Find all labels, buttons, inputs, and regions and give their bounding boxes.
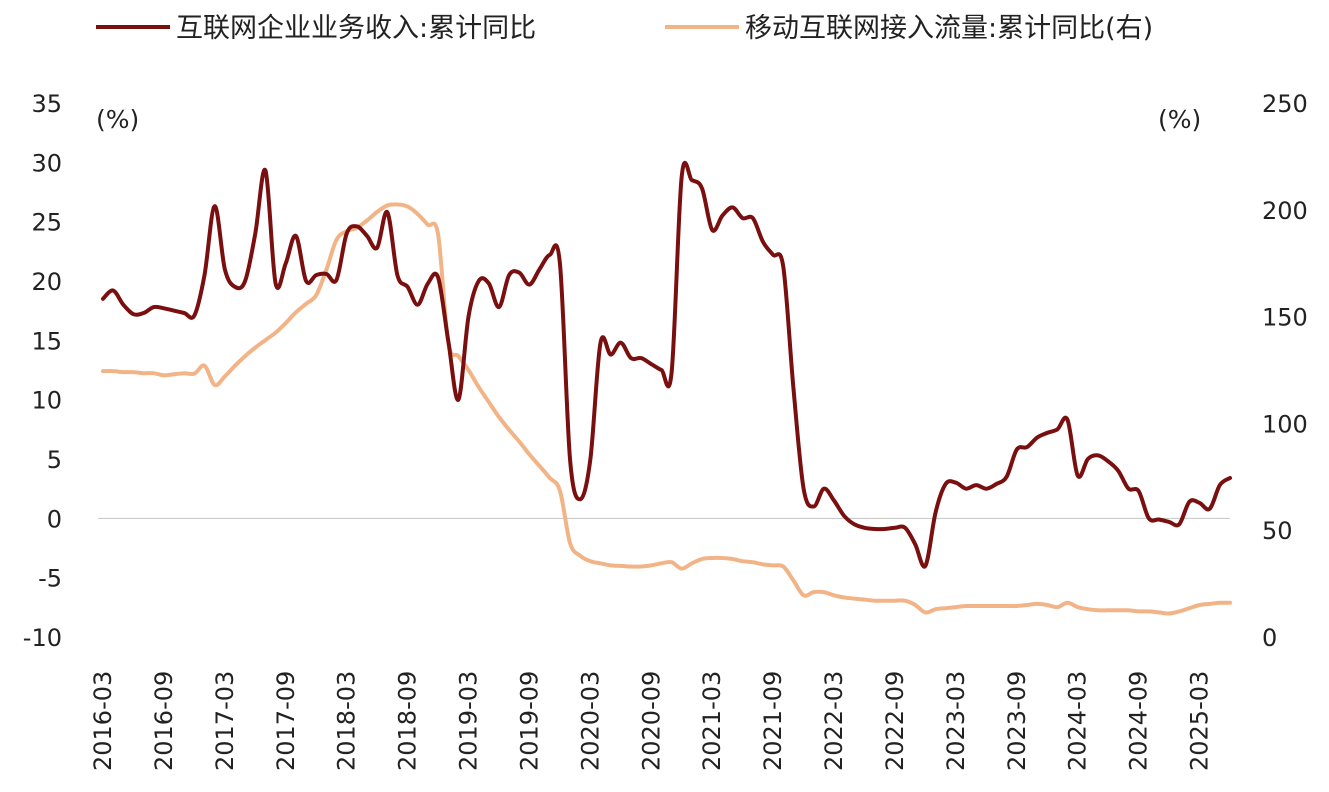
left-tick-label: -10 [23, 624, 62, 652]
right-axis-ticks: 250 200 150 100 50 0 [1262, 90, 1308, 652]
legend: 互联网企业业务收入:累计同比 移动互联网接入流量:累计同比(右) [96, 13, 1153, 44]
right-tick-label: 0 [1262, 624, 1277, 652]
left-tick-label: 10 [31, 387, 62, 415]
left-tick-label: 0 [47, 505, 62, 533]
x-tick-label: 2019-03 [455, 671, 483, 771]
x-tick-label: 2024-09 [1125, 671, 1153, 771]
left-tick-label: 30 [31, 149, 62, 177]
left-tick-label: 15 [31, 327, 62, 355]
x-tick-label: 2017-03 [211, 671, 239, 771]
right-tick-label: 100 [1262, 410, 1308, 438]
x-tick-label: 2024-03 [1064, 671, 1092, 771]
legend-label-traffic: 移动互联网接入流量:累计同比(右) [745, 13, 1153, 44]
x-tick-label: 2025-03 [1186, 671, 1214, 771]
x-tick-label: 2023-03 [942, 671, 970, 771]
x-axis-ticks: 2016-03 2016-09 2017-03 2017-09 2018-03 2018-… [89, 671, 1214, 771]
left-tick-label: -5 [38, 565, 62, 593]
right-tick-label: 200 [1262, 197, 1308, 225]
x-tick-label: 2022-09 [881, 671, 909, 771]
x-tick-label: 2016-03 [89, 671, 117, 771]
x-tick-label: 2020-09 [637, 671, 665, 771]
x-tick-label: 2016-09 [150, 671, 178, 771]
left-tick-label: 25 [31, 209, 62, 237]
left-axis-ticks: 35 30 25 20 15 10 5 0 -5 -10 [23, 90, 62, 652]
x-tick-label: 2020-03 [576, 671, 604, 771]
x-tick-label: 2022-03 [820, 671, 848, 771]
series-line-revenue [101, 160, 1232, 569]
x-tick-label: 2023-09 [1003, 671, 1031, 771]
left-axis-unit: (%) [96, 105, 139, 134]
series-line-traffic [101, 202, 1232, 616]
x-tick-label: 2017-09 [272, 671, 300, 771]
x-tick-label: 2021-09 [759, 671, 787, 771]
left-tick-label: 20 [31, 268, 62, 296]
left-tick-label: 35 [31, 90, 62, 118]
right-tick-label: 50 [1262, 517, 1293, 545]
legend-label-revenue: 互联网企业业务收入:累计同比 [176, 13, 536, 44]
right-axis-unit: (%) [1158, 105, 1201, 134]
x-tick-label: 2018-03 [333, 671, 361, 771]
series-layer [101, 160, 1232, 616]
x-tick-label: 2019-09 [515, 671, 543, 771]
left-tick-label: 5 [47, 446, 62, 474]
right-tick-label: 250 [1262, 90, 1308, 118]
x-tick-label: 2018-09 [394, 671, 422, 771]
right-tick-label: 150 [1262, 304, 1308, 332]
x-tick-label: 2021-03 [698, 671, 726, 771]
